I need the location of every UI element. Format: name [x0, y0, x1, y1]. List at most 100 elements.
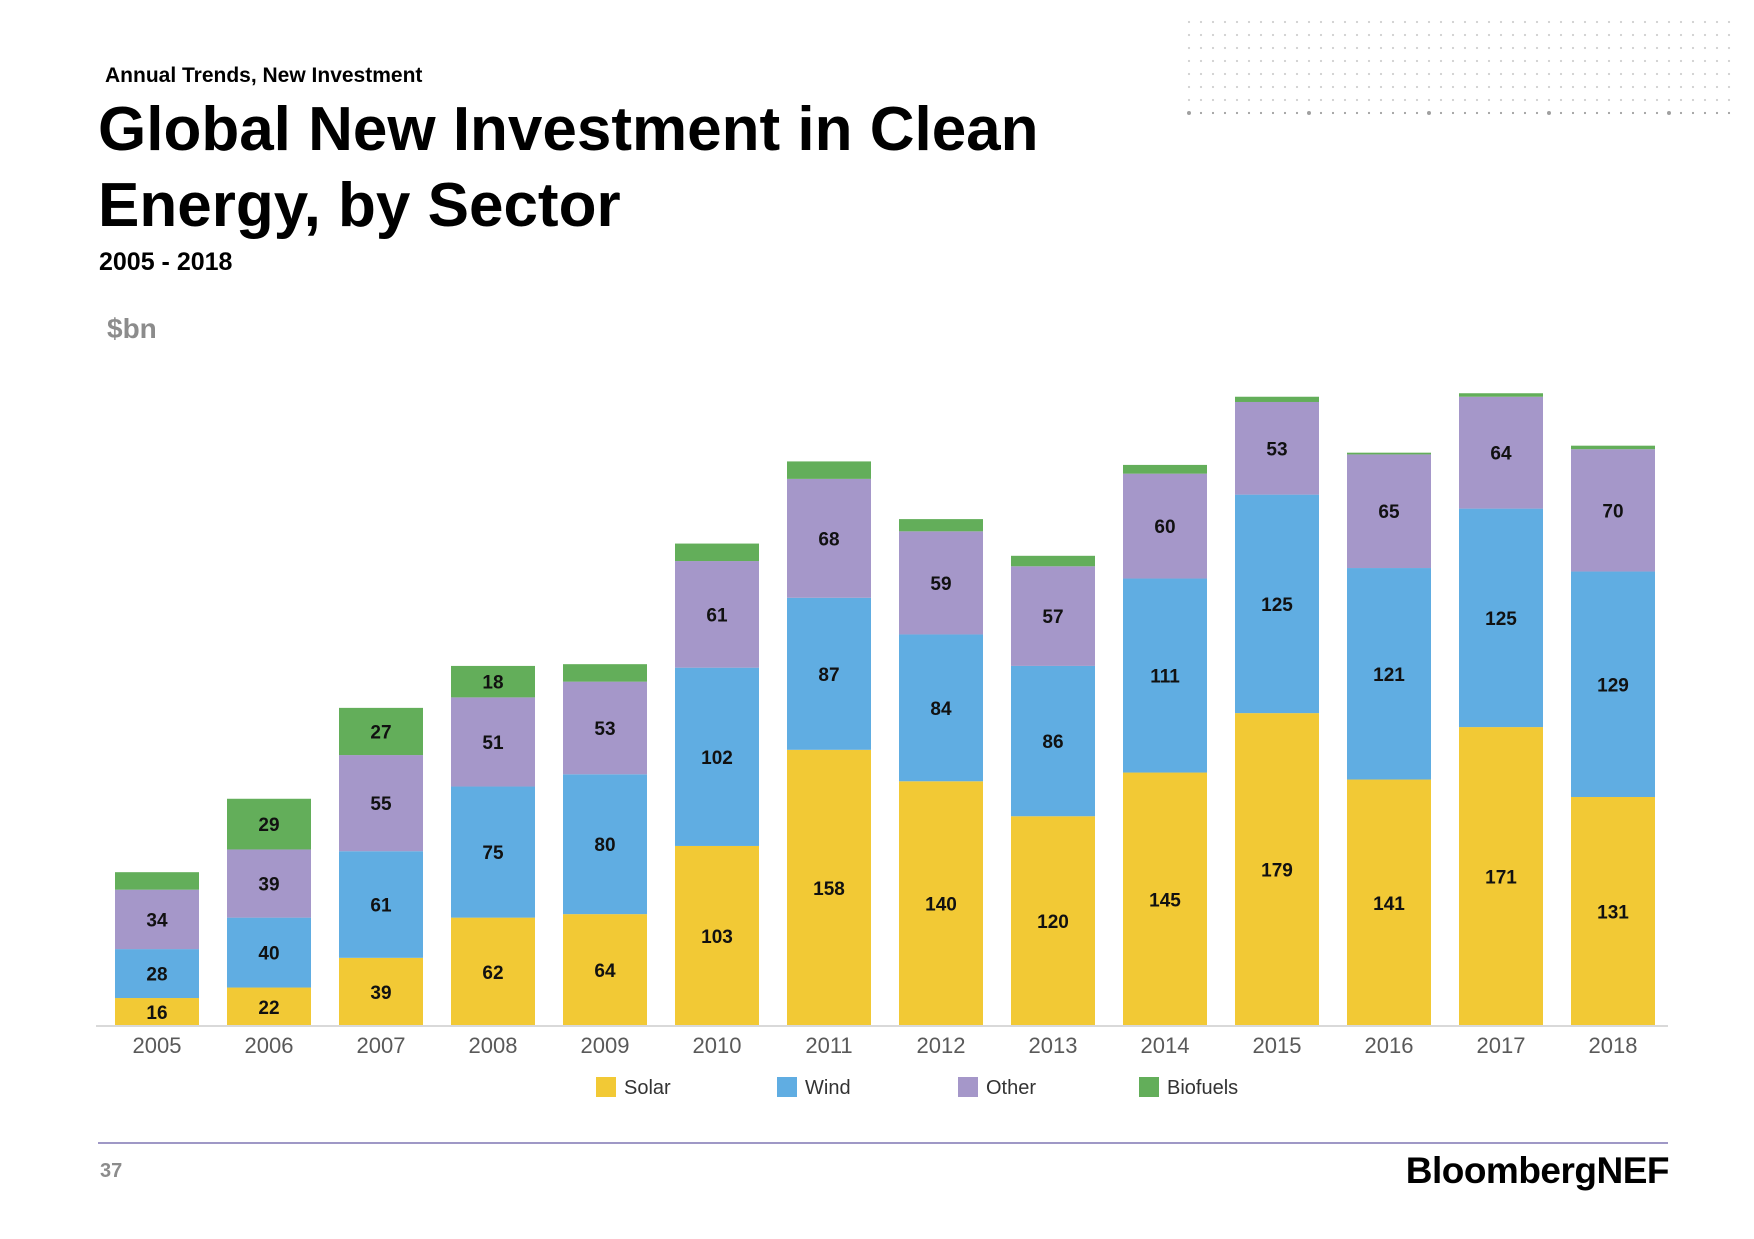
decor-dot — [1631, 46, 1635, 50]
decor-dot — [1211, 20, 1215, 24]
data-label-biofuels-2008: 18 — [482, 673, 503, 694]
decor-dot — [1247, 33, 1251, 37]
decor-dot — [1691, 85, 1695, 89]
decor-dot — [1343, 85, 1347, 89]
decor-dot — [1343, 46, 1347, 50]
decor-dot — [1547, 46, 1551, 50]
decor-dot — [1235, 59, 1239, 63]
decor-dot — [1619, 85, 1623, 89]
decor-dot — [1259, 46, 1263, 50]
bar-wind-2016 — [1347, 568, 1431, 780]
decor-dot — [1415, 33, 1419, 37]
bar-solar-2010 — [675, 845, 759, 1026]
decor-dot — [1235, 98, 1239, 102]
decor-dot — [1643, 33, 1647, 37]
decor-dot — [1463, 98, 1467, 102]
decor-dot — [1463, 85, 1467, 89]
decor-dot — [1427, 20, 1431, 24]
decor-dot — [1283, 85, 1287, 89]
data-label-wind-2010: 102 — [701, 748, 733, 769]
decor-dot — [1331, 46, 1335, 50]
decor-dot — [1607, 33, 1611, 37]
decor-dot — [1295, 20, 1299, 24]
decor-dot — [1451, 98, 1455, 102]
legend-swatch-wind — [777, 1077, 797, 1097]
x-tick-2017: 2017 — [1477, 1033, 1526, 1058]
decor-dot — [1463, 46, 1467, 50]
data-label-solar-2018: 131 — [1597, 903, 1629, 924]
decor-dot — [1271, 111, 1275, 115]
data-label-wind-2017: 125 — [1485, 609, 1517, 630]
decor-dot — [1559, 46, 1563, 50]
decor-dot — [1355, 46, 1359, 50]
bar-biofuels-2010 — [675, 543, 759, 562]
decor-dot — [1703, 33, 1707, 37]
decor-dot — [1451, 20, 1455, 24]
bar-biofuels-2006 — [227, 798, 311, 850]
decor-dot — [1379, 111, 1383, 115]
bar-biofuels-2013 — [1011, 555, 1095, 567]
x-tick-2010: 2010 — [693, 1033, 742, 1058]
decor-dot — [1271, 72, 1275, 76]
decor-dot — [1631, 33, 1635, 37]
decor-dot — [1655, 72, 1659, 76]
decor-dot — [1571, 85, 1575, 89]
decor-dot — [1439, 20, 1443, 24]
bar-other-2013 — [1011, 566, 1095, 666]
decor-dot — [1355, 85, 1359, 89]
stacked-bar-chart: 16 28 34 22 40 39 29 39 61 55 27 62 75 51 18 64 80 53 103 1… — [96, 393, 1668, 1099]
decor-dot — [1439, 59, 1443, 63]
decor-dot — [1559, 59, 1563, 63]
decor-dot — [1367, 72, 1371, 76]
decor-dot — [1223, 33, 1227, 37]
decor-dot — [1619, 72, 1623, 76]
decor-dot — [1691, 98, 1695, 102]
x-tick-2007: 2007 — [357, 1033, 406, 1058]
decor-dot — [1307, 59, 1311, 63]
data-label-wind-2008: 75 — [482, 843, 504, 864]
decor-dot — [1499, 46, 1503, 50]
data-label-solar-2016: 141 — [1373, 894, 1405, 915]
bar-biofuels-2007 — [339, 707, 423, 756]
decor-dot — [1259, 111, 1263, 115]
decor-dot — [1223, 59, 1227, 63]
decor-dot — [1679, 111, 1683, 115]
decor-dot — [1199, 59, 1203, 63]
decor-dot — [1643, 111, 1647, 115]
decor-dot — [1307, 111, 1311, 115]
decor-dot — [1475, 98, 1479, 102]
decor-dot — [1343, 59, 1347, 63]
decor-dot — [1607, 59, 1611, 63]
decor-dot — [1295, 85, 1299, 89]
kicker: Annual Trends, New Investment — [105, 64, 423, 87]
decor-dot — [1199, 85, 1203, 89]
decor-dot — [1379, 20, 1383, 24]
decor-dot — [1331, 59, 1335, 63]
decor-dot — [1487, 46, 1491, 50]
bar-wind-2007 — [339, 851, 423, 958]
decor-dot — [1307, 33, 1311, 37]
decor-dot — [1211, 111, 1215, 115]
decor-dot — [1247, 111, 1251, 115]
data-label-wind-2016: 121 — [1373, 665, 1405, 686]
bar-wind-2014 — [1123, 578, 1207, 773]
decor-dot — [1271, 59, 1275, 63]
bar-other-2018 — [1571, 449, 1655, 572]
decor-dot — [1391, 72, 1395, 76]
decor-dot — [1475, 72, 1479, 76]
decor-dot — [1427, 33, 1431, 37]
decor-dot — [1571, 46, 1575, 50]
decor-dot — [1259, 85, 1263, 89]
decor-dot — [1679, 20, 1683, 24]
decor-dot — [1271, 20, 1275, 24]
decor-dot — [1523, 111, 1527, 115]
decor-dot — [1391, 46, 1395, 50]
bar-solar-2015 — [1235, 713, 1319, 1026]
decor-dot — [1547, 59, 1551, 63]
decor-dot — [1451, 72, 1455, 76]
decor-dot — [1559, 33, 1563, 37]
decor-dot — [1703, 111, 1707, 115]
decor-dot — [1367, 33, 1371, 37]
decor-dot — [1727, 59, 1731, 63]
bar-biofuels-2011 — [787, 461, 871, 479]
